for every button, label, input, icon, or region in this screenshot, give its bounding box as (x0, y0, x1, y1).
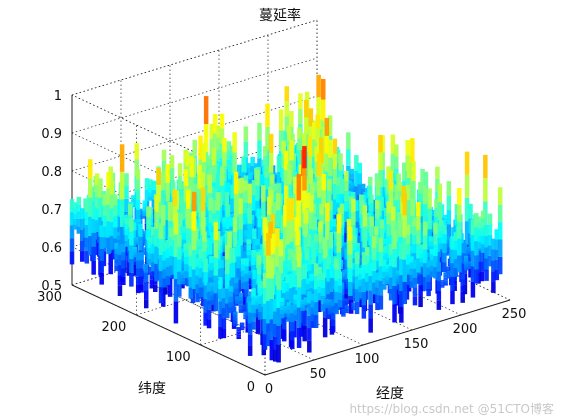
grid-line-z-back-3 (71, 95, 318, 172)
x-tick-label: 50 (310, 367, 327, 382)
y-tick-label: 100 (166, 350, 191, 365)
chart-title: 蔓延率 (259, 7, 301, 24)
y-tick-label: 200 (102, 320, 127, 335)
x-tick-label: 150 (404, 337, 429, 352)
y-axis-label: 纬度 (138, 381, 166, 397)
grid-line-z-left-4 (71, 132, 266, 224)
x-tick-label: 250 (502, 307, 527, 322)
grid-line-z-left-3 (71, 170, 266, 262)
x-tick-label: 100 (355, 352, 380, 367)
watermark: https://blog.csdn.net @51CTO博客 (349, 401, 554, 416)
x-tick-label: 0 (265, 382, 273, 397)
z-tick-label: 0.5 (41, 279, 62, 294)
y-tick-label: 300 (37, 290, 62, 305)
surface-plot (69, 74, 503, 363)
x-axis-label: 经度 (376, 386, 404, 402)
grid-line-x-floor-0 (71, 284, 266, 376)
z-tick-label: 0.9 (41, 127, 62, 142)
grid-line-y-floor-0 (264, 299, 511, 376)
x-tick-label: 200 (453, 322, 478, 337)
z-tick-label: 1 (54, 89, 62, 104)
grid-line-z-back-4 (71, 57, 318, 134)
grid-line-z-left-5 (71, 94, 266, 186)
grid-line-z-back-5 (71, 19, 318, 96)
y-tick-label: 0 (247, 380, 255, 395)
z-tick-label: 0.6 (41, 241, 62, 256)
z-tick-label: 0.7 (41, 203, 62, 218)
z-tick-label: 0.8 (41, 165, 62, 180)
